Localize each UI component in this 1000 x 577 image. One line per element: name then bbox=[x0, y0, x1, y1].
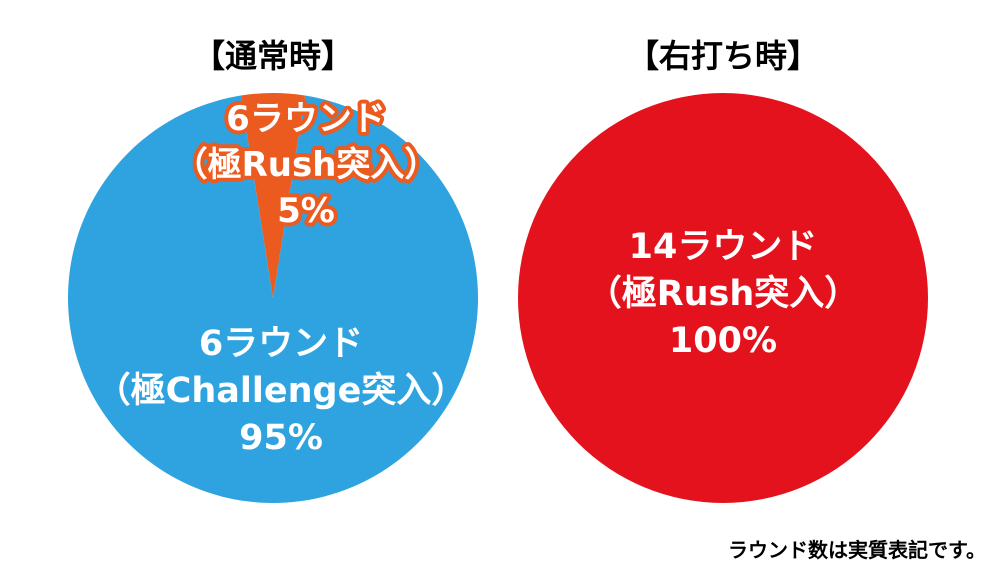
slice-label: 5% bbox=[277, 191, 335, 231]
pie-slice bbox=[67, 95, 479, 503]
chart-title-normal: 【通常時】 bbox=[193, 37, 353, 75]
slice-label: （極Rush突入） bbox=[587, 274, 860, 314]
slice-label: 6ラウンド bbox=[226, 99, 386, 139]
slice-label: 6ラウンド bbox=[199, 324, 363, 364]
pie-slice bbox=[518, 93, 928, 503]
pie-right bbox=[518, 93, 928, 503]
footnote: ラウンド数は実質表記です。 bbox=[728, 538, 986, 562]
pie-normal bbox=[67, 93, 479, 503]
slice-label: 14ラウンド bbox=[629, 227, 818, 267]
slice-label: （極Rush突入） bbox=[174, 145, 439, 185]
labels-right: 14ラウンド （極Rush突入） 100% bbox=[587, 227, 860, 361]
pie-slice bbox=[240, 93, 306, 298]
slice-label: （極Challenge突入） bbox=[96, 371, 467, 411]
labels-normal: 6ラウンド （極Rush突入） 5% 6ラウンド （極Challenge突入） 95% bbox=[92, 95, 471, 462]
chart-title-right: 【右打ち時】 bbox=[627, 37, 819, 75]
slice-label: 100% bbox=[669, 321, 777, 361]
slice-label: 95% bbox=[239, 418, 323, 458]
